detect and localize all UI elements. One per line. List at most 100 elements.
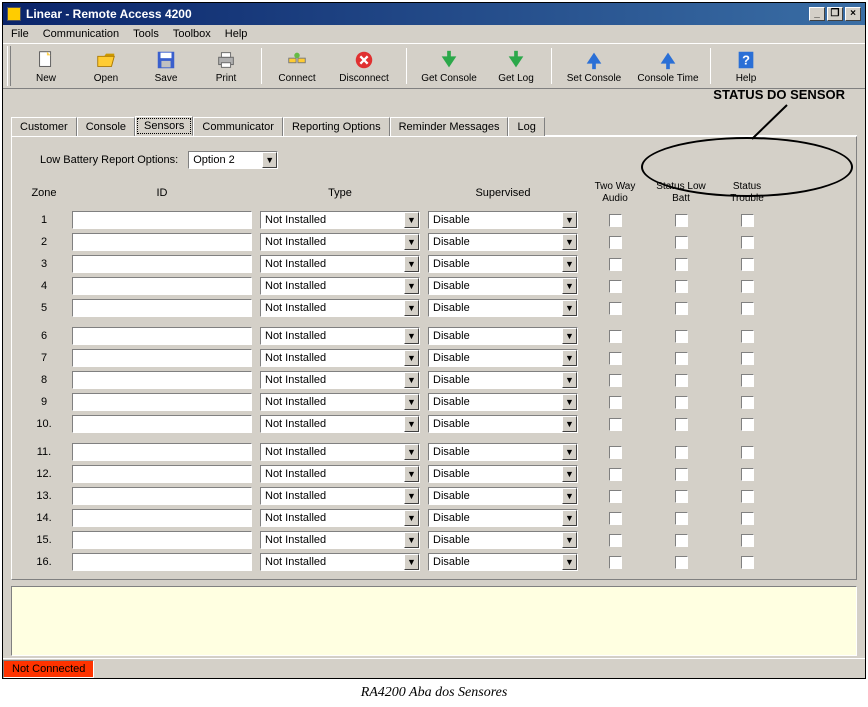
status-trouble-checkbox[interactable] xyxy=(741,214,754,227)
status-low-checkbox[interactable] xyxy=(675,280,688,293)
zone-type-select[interactable]: Not Installed▼ xyxy=(260,531,420,549)
status-trouble-checkbox[interactable] xyxy=(741,512,754,525)
two-way-checkbox[interactable] xyxy=(609,258,622,271)
status-low-checkbox[interactable] xyxy=(675,534,688,547)
tb-help[interactable]: ? Help xyxy=(717,47,775,86)
low-batt-select[interactable]: Option 2 ▼ xyxy=(188,151,278,169)
tb-get-log[interactable]: Get Log xyxy=(487,47,545,86)
zone-type-select[interactable]: Not Installed▼ xyxy=(260,443,420,461)
zone-type-select[interactable]: Not Installed▼ xyxy=(260,211,420,229)
status-trouble-checkbox[interactable] xyxy=(741,236,754,249)
status-low-checkbox[interactable] xyxy=(675,330,688,343)
two-way-checkbox[interactable] xyxy=(609,214,622,227)
zone-supervised-select[interactable]: Disable▼ xyxy=(428,553,578,571)
status-low-checkbox[interactable] xyxy=(675,512,688,525)
status-trouble-checkbox[interactable] xyxy=(741,446,754,459)
status-low-checkbox[interactable] xyxy=(675,258,688,271)
tb-new[interactable]: New xyxy=(17,47,75,86)
status-low-checkbox[interactable] xyxy=(675,468,688,481)
zone-type-select[interactable]: Not Installed▼ xyxy=(260,277,420,295)
zone-supervised-select[interactable]: Disable▼ xyxy=(428,393,578,411)
two-way-checkbox[interactable] xyxy=(609,512,622,525)
tb-open[interactable]: Open xyxy=(77,47,135,86)
zone-supervised-select[interactable]: Disable▼ xyxy=(428,349,578,367)
tab-log[interactable]: Log xyxy=(508,117,544,136)
two-way-checkbox[interactable] xyxy=(609,236,622,249)
status-trouble-checkbox[interactable] xyxy=(741,302,754,315)
status-low-checkbox[interactable] xyxy=(675,236,688,249)
tb-get-console[interactable]: Get Console xyxy=(413,47,485,86)
two-way-checkbox[interactable] xyxy=(609,446,622,459)
zone-supervised-select[interactable]: Disable▼ xyxy=(428,509,578,527)
zone-id-input[interactable] xyxy=(72,371,252,389)
status-low-checkbox[interactable] xyxy=(675,214,688,227)
tb-set-console[interactable]: Set Console xyxy=(558,47,630,86)
zone-supervised-select[interactable]: Disable▼ xyxy=(428,415,578,433)
status-trouble-checkbox[interactable] xyxy=(741,258,754,271)
two-way-checkbox[interactable] xyxy=(609,556,622,569)
zone-type-select[interactable]: Not Installed▼ xyxy=(260,233,420,251)
zone-type-select[interactable]: Not Installed▼ xyxy=(260,465,420,483)
zone-type-select[interactable]: Not Installed▼ xyxy=(260,299,420,317)
status-low-checkbox[interactable] xyxy=(675,302,688,315)
two-way-checkbox[interactable] xyxy=(609,396,622,409)
zone-supervised-select[interactable]: Disable▼ xyxy=(428,277,578,295)
status-low-checkbox[interactable] xyxy=(675,374,688,387)
zone-type-select[interactable]: Not Installed▼ xyxy=(260,349,420,367)
tb-connect[interactable]: Connect xyxy=(268,47,326,86)
zone-supervised-select[interactable]: Disable▼ xyxy=(428,371,578,389)
status-trouble-checkbox[interactable] xyxy=(741,330,754,343)
zone-supervised-select[interactable]: Disable▼ xyxy=(428,327,578,345)
zone-type-select[interactable]: Not Installed▼ xyxy=(260,371,420,389)
zone-id-input[interactable] xyxy=(72,415,252,433)
zone-type-select[interactable]: Not Installed▼ xyxy=(260,487,420,505)
status-low-checkbox[interactable] xyxy=(675,418,688,431)
minimize-button[interactable]: _ xyxy=(809,7,825,21)
zone-supervised-select[interactable]: Disable▼ xyxy=(428,299,578,317)
status-trouble-checkbox[interactable] xyxy=(741,280,754,293)
zone-supervised-select[interactable]: Disable▼ xyxy=(428,443,578,461)
zone-supervised-select[interactable]: Disable▼ xyxy=(428,465,578,483)
tb-print[interactable]: Print xyxy=(197,47,255,86)
status-trouble-checkbox[interactable] xyxy=(741,490,754,503)
tab-customer[interactable]: Customer xyxy=(11,117,77,136)
zone-type-select[interactable]: Not Installed▼ xyxy=(260,415,420,433)
zone-id-input[interactable] xyxy=(72,487,252,505)
zone-id-input[interactable] xyxy=(72,509,252,527)
zone-id-input[interactable] xyxy=(72,531,252,549)
tab-communicator[interactable]: Communicator xyxy=(193,117,283,136)
status-trouble-checkbox[interactable] xyxy=(741,418,754,431)
tab-sensors[interactable]: Sensors xyxy=(135,116,193,136)
status-trouble-checkbox[interactable] xyxy=(741,396,754,409)
zone-id-input[interactable] xyxy=(72,211,252,229)
zone-supervised-select[interactable]: Disable▼ xyxy=(428,531,578,549)
zone-id-input[interactable] xyxy=(72,553,252,571)
two-way-checkbox[interactable] xyxy=(609,490,622,503)
menu-toolbox[interactable]: Toolbox xyxy=(173,28,211,40)
menu-help[interactable]: Help xyxy=(225,28,248,40)
zone-id-input[interactable] xyxy=(72,277,252,295)
two-way-checkbox[interactable] xyxy=(609,374,622,387)
status-trouble-checkbox[interactable] xyxy=(741,374,754,387)
two-way-checkbox[interactable] xyxy=(609,468,622,481)
two-way-checkbox[interactable] xyxy=(609,418,622,431)
zone-id-input[interactable] xyxy=(72,349,252,367)
zone-supervised-select[interactable]: Disable▼ xyxy=(428,233,578,251)
status-low-checkbox[interactable] xyxy=(675,446,688,459)
zone-supervised-select[interactable]: Disable▼ xyxy=(428,211,578,229)
zone-type-select[interactable]: Not Installed▼ xyxy=(260,255,420,273)
tb-console-time[interactable]: Console Time xyxy=(632,47,704,86)
status-low-checkbox[interactable] xyxy=(675,556,688,569)
two-way-checkbox[interactable] xyxy=(609,330,622,343)
zone-type-select[interactable]: Not Installed▼ xyxy=(260,509,420,527)
zone-id-input[interactable] xyxy=(72,327,252,345)
close-button[interactable]: × xyxy=(845,7,861,21)
menu-file[interactable]: File xyxy=(11,28,29,40)
two-way-checkbox[interactable] xyxy=(609,352,622,365)
status-low-checkbox[interactable] xyxy=(675,490,688,503)
zone-supervised-select[interactable]: Disable▼ xyxy=(428,487,578,505)
status-trouble-checkbox[interactable] xyxy=(741,352,754,365)
tb-disconnect[interactable]: Disconnect xyxy=(328,47,400,86)
zone-type-select[interactable]: Not Installed▼ xyxy=(260,327,420,345)
status-low-checkbox[interactable] xyxy=(675,396,688,409)
